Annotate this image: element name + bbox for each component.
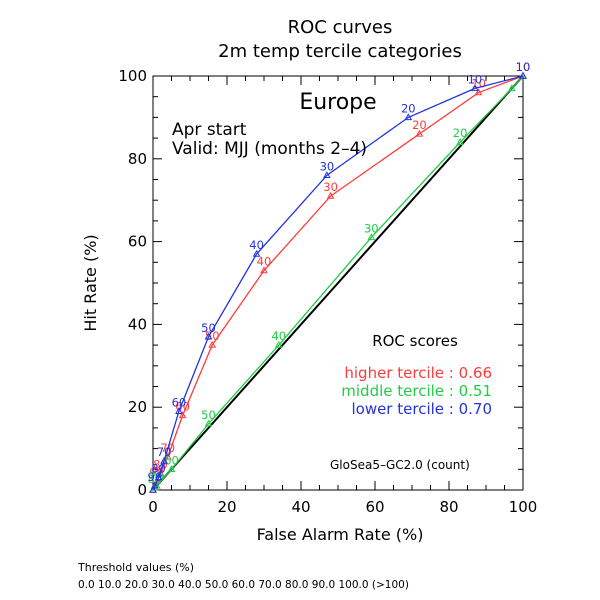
x-tick-label: 20 xyxy=(217,498,236,516)
middle-tercile-threshold-label: 60 xyxy=(164,453,179,467)
lower-tercile-line xyxy=(152,75,524,491)
middle-tercile-point xyxy=(167,465,176,472)
middle-tercile-score: middle tercile : 0.51 xyxy=(341,382,492,400)
threshold-values: 0.0 10.0 20.0 30.0 40.0 50.0 60.0 70.0 8… xyxy=(78,579,409,591)
x-axis-label: False Alarm Rate (%) xyxy=(257,525,424,544)
y-tick-label: 0 xyxy=(137,481,147,499)
higher-tercile-point xyxy=(178,411,187,419)
lower-tercile-point xyxy=(149,485,157,493)
middle-tercile-threshold-label: 20 xyxy=(453,126,468,140)
higher-tercile-point xyxy=(326,191,335,199)
lower-tercile-threshold-label: 10 xyxy=(468,72,483,86)
diagonal-reference-line xyxy=(152,75,524,491)
middle-tercile-point xyxy=(456,138,464,145)
middle-tercile-threshold-label: 30 xyxy=(364,221,379,235)
higher-tercile-point xyxy=(156,469,165,477)
threshold-title: Threshold values (%) xyxy=(77,561,194,574)
lower-tercile-threshold-label: 90 xyxy=(148,470,163,484)
x-tick-label: 0 xyxy=(148,498,158,516)
middle-tercile-point xyxy=(274,340,283,348)
lower-tercile-point xyxy=(252,249,261,257)
higher-tercile-point xyxy=(474,88,483,96)
lower-tercile-threshold-label: 40 xyxy=(249,238,264,252)
y-tick-label: 80 xyxy=(128,150,147,168)
lower-tercile-threshold-label: 70 xyxy=(157,445,172,459)
middle-tercile-point xyxy=(367,233,376,241)
higher-tercile-threshold-label: 50 xyxy=(205,329,220,343)
lower-tercile-point xyxy=(323,171,331,179)
higher-tercile-threshold-label: 90 xyxy=(149,466,164,480)
higher-tercile-threshold-label: 40 xyxy=(257,255,272,269)
scores-title: ROC scores xyxy=(372,332,458,350)
middle-tercile-point xyxy=(204,419,213,427)
lower-tercile-point xyxy=(204,332,213,340)
middle-tercile-point xyxy=(508,84,516,92)
model-label: GloSea5–GC2.0 (count) xyxy=(330,458,470,472)
higher-tercile-point xyxy=(163,452,172,460)
higher-tercile-threshold-label: 30 xyxy=(323,180,338,194)
chart-subtitle: 2m temp tercile categories xyxy=(218,41,462,62)
lower-tercile-point xyxy=(519,71,527,79)
y-tick-label: 40 xyxy=(128,315,147,333)
start-label: Apr start xyxy=(172,120,247,140)
lower-tercile-point xyxy=(160,456,168,464)
higher-tercile-threshold-label: 20 xyxy=(412,118,427,132)
lower-tercile-threshold-label: 10 xyxy=(516,60,531,74)
higher-tercile-score: higher tercile : 0.66 xyxy=(344,364,492,382)
lower-tercile-threshold-label: 60 xyxy=(172,395,187,409)
y-axis-label: Hit Rate (%) xyxy=(81,234,100,331)
higher-tercile-threshold-label: 10 xyxy=(516,60,531,74)
middle-tercile-threshold-label: 50 xyxy=(201,408,216,422)
chart-title: ROC curves xyxy=(288,17,393,38)
lower-tercile-threshold-label: 20 xyxy=(401,101,416,115)
x-tick-label: 100 xyxy=(509,498,538,516)
middle-tercile-threshold-label: 40 xyxy=(271,329,286,343)
x-tick-label: 80 xyxy=(439,498,458,516)
lower-tercile-point xyxy=(471,84,479,92)
lower-tercile-point xyxy=(175,407,183,415)
lower-tercile-threshold-label: 50 xyxy=(201,321,216,335)
valid-label: Valid: MJJ (months 2–4) xyxy=(172,139,367,159)
lower-tercile-threshold-label: 80 xyxy=(151,462,166,476)
x-tick-label: 60 xyxy=(365,498,384,516)
lower-tercile-threshold-label: 30 xyxy=(320,159,335,173)
y-tick-label: 60 xyxy=(128,233,147,251)
higher-tercile-point xyxy=(415,129,424,137)
x-tick-label: 40 xyxy=(291,498,310,516)
higher-tercile-point xyxy=(152,477,161,485)
y-tick-label: 20 xyxy=(128,398,147,416)
higher-tercile-point xyxy=(260,266,268,274)
region-label: Europe xyxy=(299,90,376,115)
higher-tercile-point xyxy=(208,340,217,348)
lower-tercile-point xyxy=(154,473,163,481)
y-tick-label: 100 xyxy=(118,67,147,85)
lower-tercile-score: lower tercile : 0.70 xyxy=(351,400,492,418)
lower-tercile-point xyxy=(404,113,413,121)
lower-tercile-point xyxy=(151,481,159,489)
